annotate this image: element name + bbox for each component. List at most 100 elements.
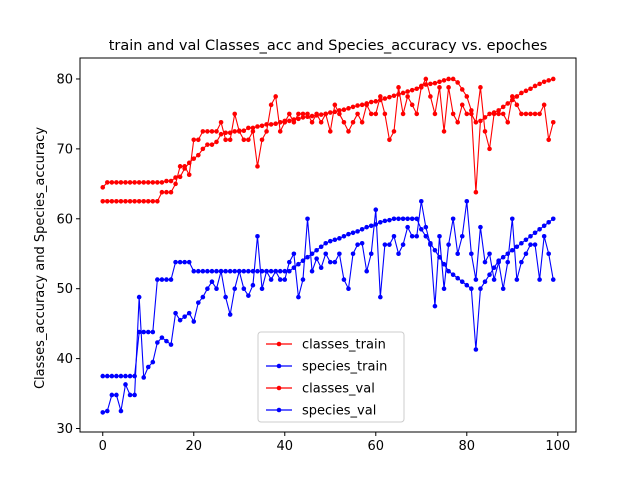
data-point: [382, 111, 388, 117]
data-point: [450, 76, 456, 82]
data-point: [182, 164, 187, 169]
data-point: [359, 102, 365, 108]
data-point: [482, 129, 488, 134]
data-point: [505, 120, 511, 125]
data-point: [132, 199, 137, 204]
data-point: [478, 85, 483, 90]
legend-marker: [276, 341, 282, 347]
data-point: [450, 272, 456, 278]
data-point: [514, 102, 520, 108]
legend-entry: classes_train: [266, 338, 386, 353]
data-point: [500, 254, 506, 260]
data-point: [296, 261, 301, 267]
data-point: [114, 180, 119, 185]
data-point: [314, 247, 319, 253]
data-point: [523, 237, 529, 243]
legend-box: [257, 331, 405, 423]
data-point: [437, 79, 442, 85]
data-point: [118, 373, 124, 379]
legend-label: species_train: [302, 360, 387, 375]
data-point: [355, 111, 360, 117]
data-point: [155, 180, 160, 185]
data-point: [550, 277, 556, 282]
data-point: [550, 216, 556, 222]
data-point: [127, 199, 133, 204]
data-point: [300, 111, 306, 117]
x-tick-label: 80: [459, 439, 476, 454]
data-point: [218, 131, 224, 137]
data-point: [396, 216, 401, 222]
data-point: [136, 294, 142, 300]
data-point: [177, 164, 183, 169]
data-point: [305, 254, 310, 260]
data-point: [450, 111, 456, 117]
data-point: [268, 122, 274, 127]
data-point: [232, 286, 238, 291]
data-point: [145, 364, 151, 370]
data-point: [186, 172, 192, 178]
data-point: [209, 142, 215, 147]
data-point: [341, 233, 347, 239]
data-point: [205, 286, 210, 291]
data-point: [209, 279, 215, 285]
data-point: [150, 180, 156, 185]
data-point: [464, 94, 470, 99]
data-point: [414, 233, 420, 239]
data-point: [459, 102, 465, 108]
data-point: [387, 217, 392, 223]
data-point: [227, 312, 233, 317]
data-point: [223, 294, 228, 300]
plot-frame: [79, 57, 577, 433]
data-point: [391, 216, 397, 222]
data-point: [405, 224, 410, 230]
data-point: [337, 251, 342, 257]
data-point: [341, 107, 347, 113]
data-point: [491, 111, 497, 117]
data-point: [528, 111, 533, 117]
data-point: [186, 259, 192, 265]
data-point: [368, 223, 374, 229]
y-axis-label: Classes_accuracy and Species_accuracy: [33, 127, 48, 389]
data-point: [350, 251, 356, 257]
data-point: [114, 373, 119, 379]
data-point: [532, 111, 538, 117]
data-point: [387, 242, 392, 247]
data-point: [332, 237, 338, 243]
data-point: [364, 268, 369, 274]
data-point: [173, 181, 178, 187]
data-point: [373, 111, 379, 117]
data-point: [550, 76, 556, 82]
data-point: [132, 392, 137, 398]
data-point: [114, 199, 119, 204]
data-point: [409, 102, 415, 108]
data-point: [123, 180, 128, 185]
data-point: [191, 268, 197, 274]
data-point: [332, 259, 338, 265]
series-line-classes_val: [102, 78, 554, 202]
data-point: [400, 216, 406, 222]
data-point: [255, 124, 260, 129]
data-point: [255, 268, 260, 274]
data-point: [459, 279, 465, 285]
legend-entry: classes_val: [266, 382, 375, 397]
data-point: [136, 199, 142, 204]
data-point: [405, 89, 410, 94]
data-point: [432, 111, 438, 117]
data-point: [155, 340, 160, 345]
data-point: [246, 125, 251, 131]
data-point: [473, 277, 479, 282]
data-point: [337, 111, 342, 117]
data-point: [473, 189, 479, 195]
series-line-species_val: [102, 200, 554, 413]
data-point: [482, 259, 488, 265]
data-point: [150, 359, 156, 365]
data-point: [505, 251, 511, 257]
data-point: [232, 268, 238, 274]
data-point: [314, 111, 319, 117]
data-point: [127, 392, 133, 398]
legend-label: species_val: [302, 404, 376, 419]
data-point: [273, 121, 278, 127]
data-point: [400, 111, 406, 117]
data-point: [100, 373, 106, 379]
data-point: [155, 277, 160, 282]
